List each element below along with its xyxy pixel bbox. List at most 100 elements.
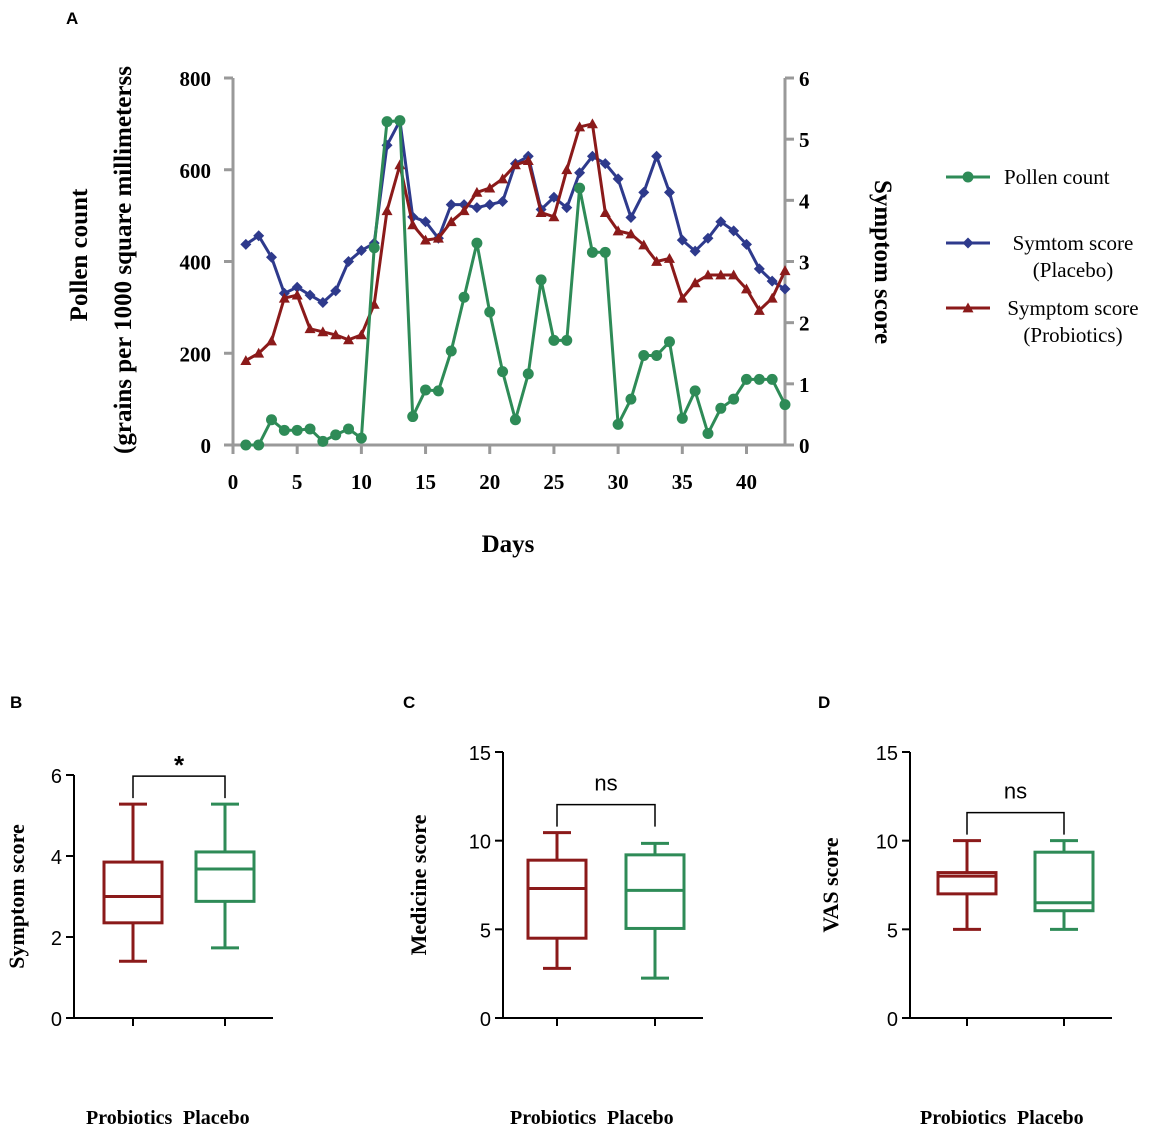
y-tick-label: 4 — [51, 847, 62, 869]
data-point — [304, 323, 316, 334]
box-placebo — [1033, 839, 1095, 931]
legend-marker — [962, 171, 974, 183]
data-point — [253, 230, 265, 242]
data-point — [779, 399, 791, 411]
series-0 — [240, 115, 791, 451]
right-y-tick-label: 0 — [799, 434, 810, 458]
x-tick-label: 15 — [415, 470, 436, 494]
data-point — [676, 234, 688, 246]
legend: Pollen count Symtom score (Placebo) Symptom… — [946, 165, 1139, 347]
legend-marker — [962, 302, 974, 313]
data-point — [420, 216, 432, 228]
data-point — [445, 199, 457, 211]
data-point — [766, 275, 778, 287]
data-point — [599, 246, 611, 258]
data-point — [266, 335, 278, 346]
panel-c: C 0 5 10 15 Probiotics Placebo Medicine score ns — [403, 693, 703, 1129]
y-tick-label: 0 — [887, 1009, 898, 1031]
bracket-line — [132, 775, 226, 799]
data-point — [689, 245, 701, 257]
data-point — [240, 439, 252, 451]
data-point — [291, 289, 303, 300]
data-point — [471, 186, 483, 197]
data-point — [535, 274, 547, 286]
box-placebo — [624, 841, 686, 980]
legend-label: Symptom score — [1007, 296, 1138, 320]
x-tick-label: Placebo — [607, 1107, 674, 1129]
data-point — [574, 121, 586, 132]
data-point — [304, 289, 316, 301]
box-probiotics — [936, 839, 998, 931]
box-probiotics — [102, 802, 164, 963]
data-point — [330, 285, 342, 297]
data-point — [471, 237, 483, 249]
data-point — [663, 252, 675, 263]
data-point — [343, 423, 355, 435]
y-tick-label: 2 — [51, 928, 62, 950]
right-y-tick-label: 1 — [799, 373, 810, 397]
data-point — [458, 205, 470, 216]
left-y-tick-label: 800 — [180, 67, 212, 91]
data-point — [266, 414, 278, 426]
left-y-tick-label: 600 — [180, 159, 212, 183]
data-point — [484, 182, 496, 193]
data-point — [278, 424, 290, 436]
data-point — [330, 429, 342, 441]
data-point — [651, 256, 663, 266]
y-tick-label: 0 — [480, 1009, 491, 1031]
significance-label: ns — [594, 771, 617, 796]
data-point — [381, 205, 393, 216]
data-point — [638, 186, 650, 198]
y-axis-title: Medicine score — [406, 814, 431, 955]
data-point — [355, 244, 367, 256]
y-tick-label: 15 — [876, 743, 898, 765]
data-point — [561, 164, 573, 175]
data-point — [740, 373, 752, 385]
x-tick-label: Probiotics — [86, 1107, 173, 1129]
series-2 — [240, 118, 791, 365]
x-tick-label: Probiotics — [510, 1107, 597, 1129]
x-tick-label: 25 — [543, 470, 564, 494]
data-point — [689, 385, 701, 397]
data-point — [445, 216, 457, 227]
box-iqr — [526, 858, 588, 940]
panel-label: D — [818, 693, 830, 712]
legend-marker — [962, 237, 974, 249]
x-tick-label: 20 — [479, 470, 500, 494]
significance-label: ns — [1004, 779, 1027, 804]
y-tick-label: 10 — [469, 832, 491, 854]
x-tick-label: 40 — [736, 470, 757, 494]
data-point — [612, 173, 624, 185]
legend-label-sub: (Placebo) — [1033, 258, 1113, 282]
data-point — [561, 334, 573, 346]
x-tick-label: Placebo — [1017, 1107, 1084, 1129]
left-y-tick-label: 0 — [201, 434, 212, 458]
x-tick-label: Placebo — [183, 1107, 250, 1129]
data-point — [676, 292, 688, 303]
left-y-axis-title-line2: (grains per 1000 square millimeterss — [110, 66, 137, 454]
data-point — [381, 116, 393, 128]
right-y-tick-label: 6 — [799, 67, 810, 91]
data-point — [651, 150, 663, 162]
data-point — [728, 393, 740, 405]
y-axis-title: Symptom score — [4, 824, 29, 969]
right-y-tick-label: 3 — [799, 251, 810, 275]
data-point — [548, 191, 560, 203]
box-iqr — [194, 850, 256, 903]
box-iqr — [102, 860, 164, 925]
panel-label: C — [403, 693, 415, 712]
panel-b: B 0 2 4 6 Probiotics Placebo Symptom score * — [4, 693, 273, 1129]
significance-label: * — [174, 750, 185, 780]
panel-label: B — [10, 693, 22, 712]
data-point — [253, 347, 265, 358]
data-point — [574, 167, 586, 179]
data-point — [740, 238, 752, 250]
data-point — [355, 329, 367, 340]
legend-label: Pollen count — [1004, 165, 1110, 189]
data-point — [753, 373, 765, 385]
data-point — [407, 411, 419, 423]
data-point — [689, 277, 701, 288]
left-y-tick-label: 400 — [180, 251, 212, 275]
data-point — [728, 225, 740, 237]
data-point — [343, 334, 355, 345]
